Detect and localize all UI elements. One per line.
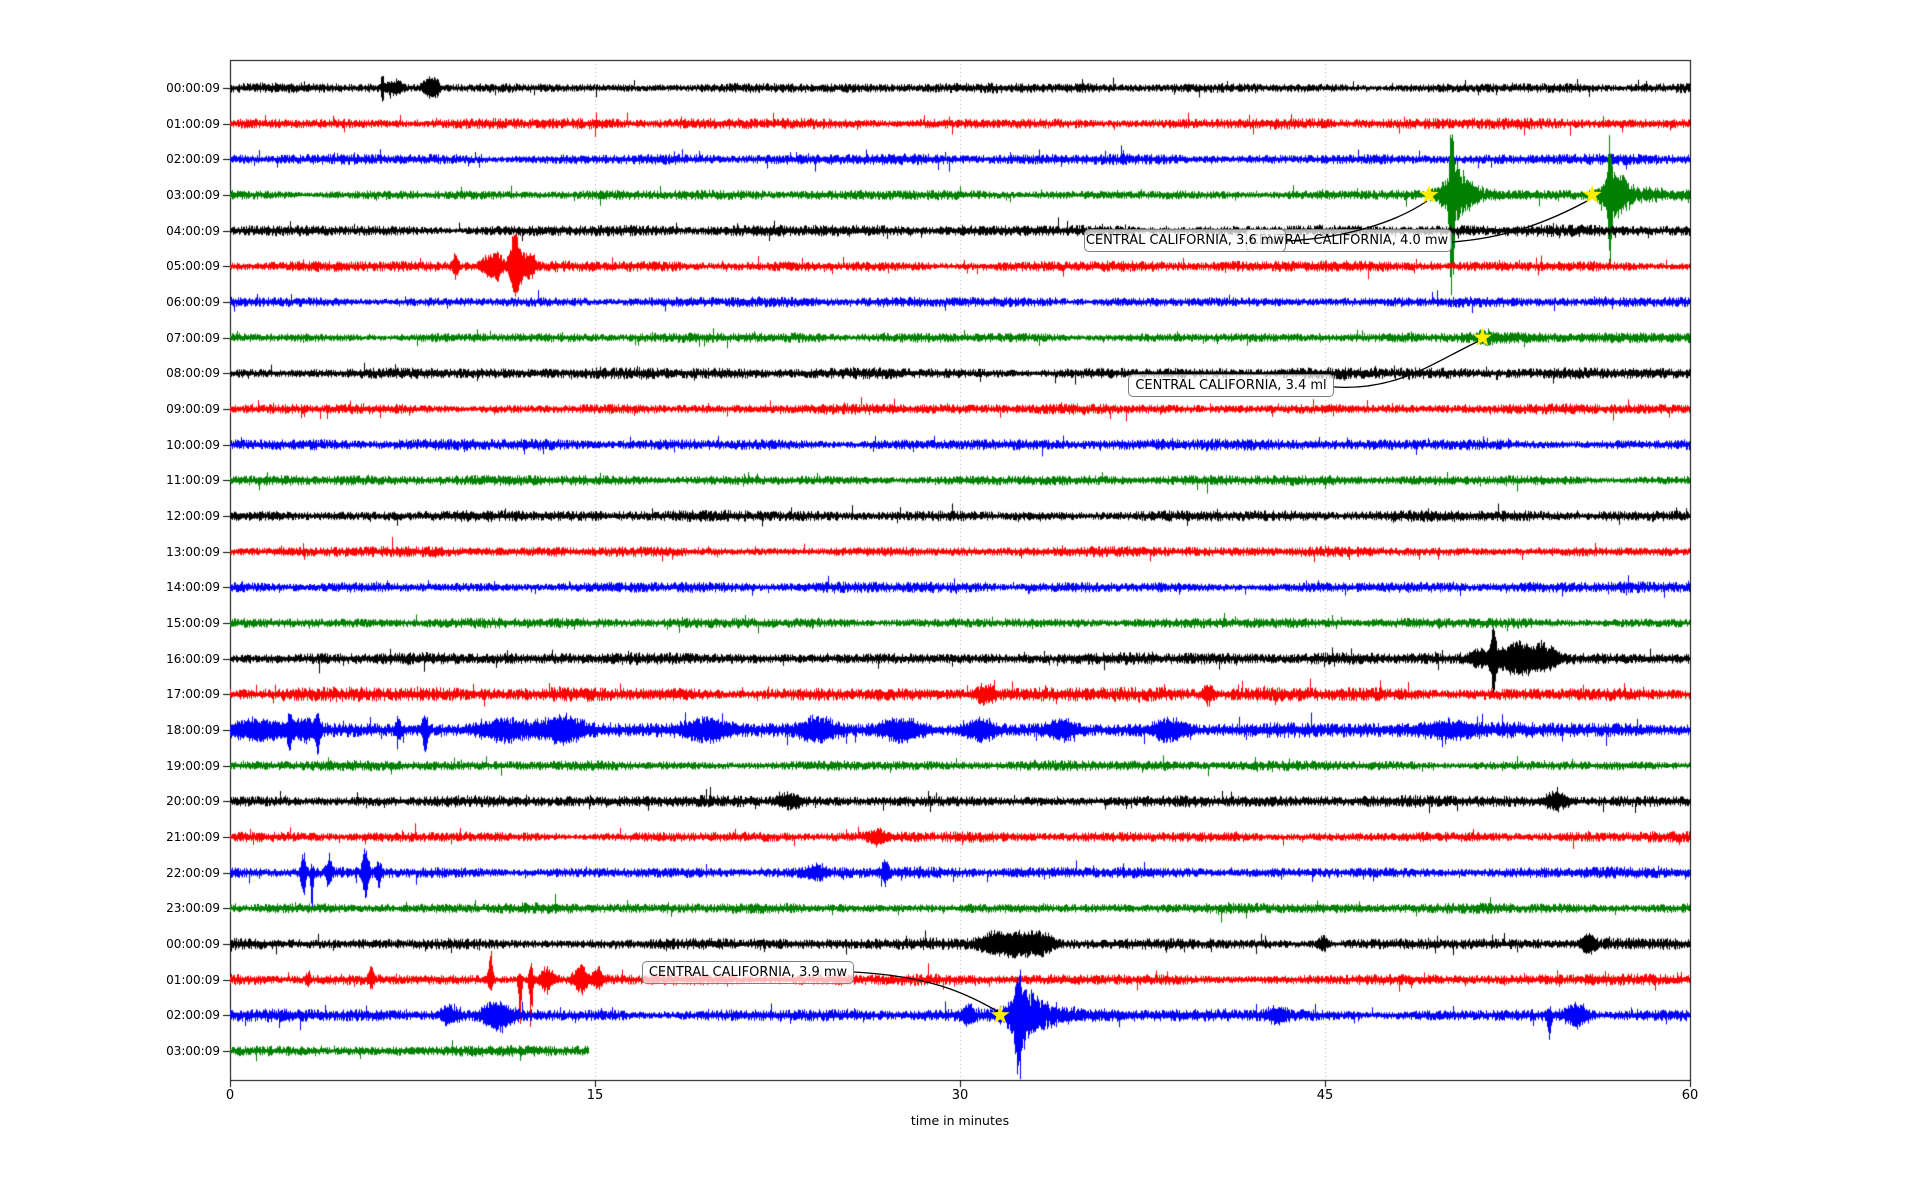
x-axis-label: time in minutes bbox=[910, 1113, 1010, 1128]
annotation-box: CENTRAL CALIFORNIA, 3.6 mw bbox=[1084, 229, 1286, 252]
annotation-box: CENTRAL CALIFORNIA, 3.4 ml bbox=[1128, 374, 1334, 397]
row-label: 07:00:09 bbox=[166, 330, 220, 345]
row-label: 17:00:09 bbox=[166, 687, 220, 702]
row-label: 18:00:09 bbox=[166, 722, 220, 737]
row-label: 15:00:09 bbox=[166, 615, 220, 630]
x-tick-label: 45 bbox=[1316, 1088, 1334, 1103]
row-label: 22:00:09 bbox=[166, 865, 220, 880]
row-label: 08:00:09 bbox=[166, 366, 220, 381]
x-tick-label: 15 bbox=[586, 1088, 604, 1103]
x-tick-label: 30 bbox=[951, 1088, 969, 1103]
row-label: 10:00:09 bbox=[166, 437, 220, 452]
row-label: 05:00:09 bbox=[166, 259, 220, 274]
row-label: 11:00:09 bbox=[166, 473, 220, 488]
row-label: 03:00:09 bbox=[166, 187, 220, 202]
row-label: 06:00:09 bbox=[166, 294, 220, 309]
row-label: 14:00:09 bbox=[166, 580, 220, 595]
row-label: 02:00:09 bbox=[166, 152, 220, 167]
row-label: 01:00:09 bbox=[166, 116, 220, 131]
row-label: 09:00:09 bbox=[166, 401, 220, 416]
row-label: 19:00:09 bbox=[166, 758, 220, 773]
row-label: 23:00:09 bbox=[166, 901, 220, 916]
row-label: 01:00:09 bbox=[166, 972, 220, 987]
row-label: 00:00:09 bbox=[166, 81, 220, 95]
row-label: 21:00:09 bbox=[166, 829, 220, 844]
row-label: 16:00:09 bbox=[166, 651, 220, 666]
annotation-box: CENTRAL CALIFORNIA, 3.9 mw bbox=[642, 961, 854, 984]
row-label: 13:00:09 bbox=[166, 544, 220, 559]
row-label: 04:00:09 bbox=[166, 223, 220, 238]
row-label: 12:00:09 bbox=[166, 508, 220, 523]
x-tick-label: 0 bbox=[225, 1088, 235, 1103]
x-tick-label: 60 bbox=[1681, 1088, 1699, 1103]
row-label: 20:00:09 bbox=[166, 794, 220, 809]
row-label: 03:00:09 bbox=[166, 1043, 220, 1058]
row-label: 00:00:09 bbox=[166, 936, 220, 951]
row-label: 02:00:09 bbox=[166, 1008, 220, 1023]
